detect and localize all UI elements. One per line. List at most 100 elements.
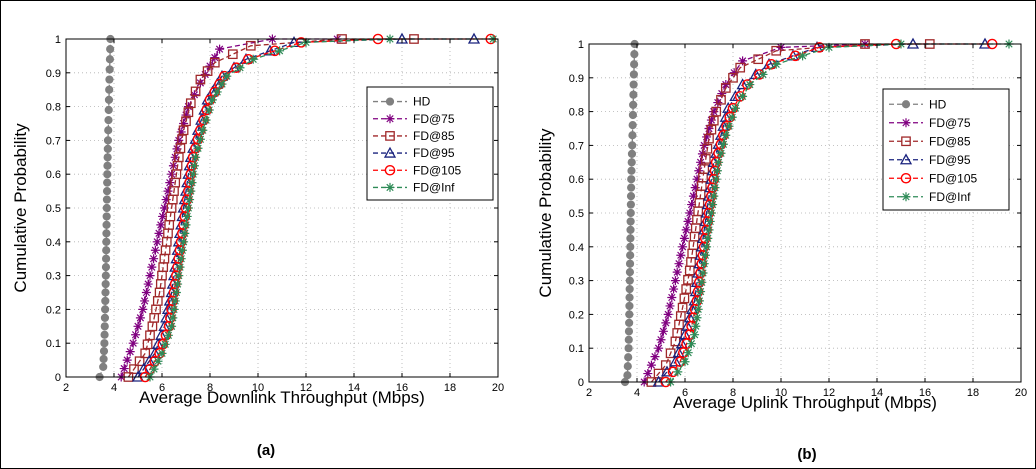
data-point [627,166,636,175]
data-point [753,54,764,65]
data-point [152,237,162,247]
data-point [125,347,135,357]
y-tick-label: 0 [578,377,584,389]
legend-marker [901,192,911,202]
data-point [686,339,696,349]
data-point [630,50,639,59]
data-point [248,54,258,64]
legend-box [882,88,1010,211]
data-point [103,161,112,170]
data-point [692,174,702,184]
data-point [100,330,109,339]
legend-marker [899,153,913,165]
data-point [625,284,634,294]
y-tick-label: 0.3 [46,271,61,283]
y-tick-label: 0.7 [46,135,61,147]
data-point [189,161,199,171]
data-point [177,245,187,255]
legend-marker [385,182,395,192]
data-point [140,296,150,306]
x-tick-label: 20 [1015,387,1027,399]
data-point [700,154,711,164]
y-tick-label: 0.8 [46,102,61,114]
data-point [681,225,691,235]
data-point [704,124,714,133]
data-point [625,293,634,302]
data-point [160,339,170,349]
data-point [104,105,113,115]
data-point [101,263,111,272]
y-tick-label: 0.4 [569,242,584,254]
data-point [99,362,108,371]
data-point [217,79,227,89]
data-point [683,216,693,226]
data-point [101,271,110,280]
y-tick-label: 0.3 [569,276,584,288]
data-point [691,321,701,331]
data-point [180,228,190,238]
data-point [711,106,722,117]
data-point [626,192,636,201]
data-point [174,135,184,145]
data-point [104,116,113,125]
y-tick-label: 0.1 [46,338,61,350]
data-point [628,110,638,120]
data-point [702,242,712,252]
data-point [681,284,692,294]
data-point [724,121,734,131]
data-point [103,153,112,162]
series-fd-75 [639,39,870,387]
data-point [193,143,203,153]
data-point [673,367,683,377]
x-tick-label: 12 [300,382,312,394]
data-point [104,95,114,104]
y-tick-label: 0.9 [46,68,61,80]
data-point [679,293,690,304]
data-point [628,131,637,140]
data-point [700,250,710,260]
data-point [101,296,110,306]
data-point [625,310,634,319]
data-point [187,178,197,188]
data-point [185,98,196,109]
data-point [182,211,192,221]
data-point [181,110,191,120]
data-point [628,141,637,150]
data-point [749,68,762,80]
data-point [626,208,635,218]
data-point [697,149,707,159]
data-point [188,169,198,179]
data-point [119,364,129,374]
y-tick-label: 0.6 [569,174,584,186]
data-point [105,65,114,74]
data-point [101,305,110,314]
y-tick-label: 1 [578,39,584,51]
data-point [669,284,679,294]
data-point [624,344,633,353]
data-point [105,75,114,84]
data-point [745,80,755,90]
legend: HD FD@75 FD@85 FD@95 FD@105 FD@Inf [366,86,494,201]
data-point [678,242,688,252]
y-tick-label: 0.5 [46,203,61,215]
data-point [626,200,635,209]
data-point [172,144,182,154]
data-point [694,166,704,176]
data-point [814,42,825,53]
data-point [153,356,163,366]
data-point [720,83,731,93]
data-point [159,203,169,213]
y-axis-label: Cumulative Probability [11,123,30,293]
data-point [133,321,143,331]
data-point [102,246,111,255]
legend-entry: HD [929,97,947,111]
data-point [629,90,638,99]
legend-entry: FD@85 [413,129,455,143]
data-point [721,130,731,140]
data-point [145,271,155,281]
x-tick-label: 12 [823,387,835,399]
data-point [709,107,719,117]
data-point [735,62,746,73]
data-point [147,262,157,272]
data-point [687,200,697,210]
